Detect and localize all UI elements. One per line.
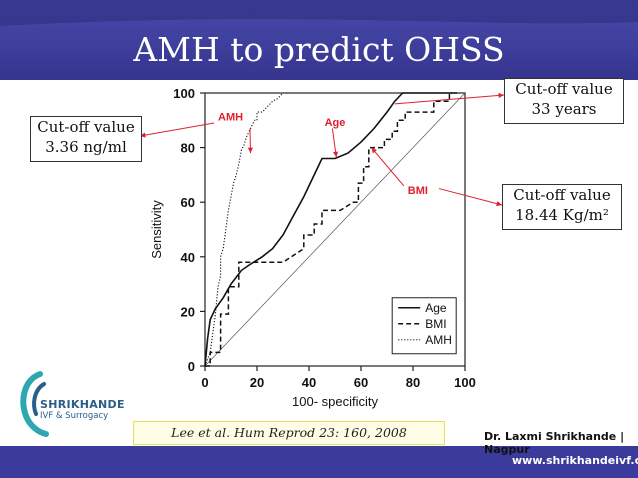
series-line-age bbox=[204, 92, 458, 367]
arrow-bmi-to-curve-head bbox=[371, 147, 377, 154]
y-axis-label: Sensitivity bbox=[149, 200, 164, 259]
slide-title: AMH to predict OHSS bbox=[133, 30, 505, 69]
y-tick-label: 40 bbox=[181, 250, 195, 265]
x-axis-label: 100- specificity bbox=[292, 394, 378, 409]
y-tick-label: 20 bbox=[181, 304, 195, 319]
header-banner bbox=[0, 0, 638, 80]
arrow-amh-to-curve-head bbox=[247, 147, 253, 154]
legend-label-amh: AMH bbox=[425, 333, 452, 347]
chart-layer: 0 20 40 60 80 100 0 20 40 60 80 100 100- specificity… bbox=[139, 86, 505, 409]
arrow-to-age-callout bbox=[394, 94, 505, 105]
x-tick-label: 20 bbox=[250, 375, 264, 390]
x-tick-label: 0 bbox=[201, 375, 208, 390]
callout-amh-line2: 3.36 ng/ml bbox=[45, 138, 127, 156]
x-tick-label: 80 bbox=[406, 375, 420, 390]
y-tick-label: 0 bbox=[188, 359, 195, 374]
y-tick-label: 60 bbox=[181, 195, 195, 210]
y-tick-label: 80 bbox=[181, 141, 195, 156]
x-tick-label: 60 bbox=[354, 375, 368, 390]
logo-name: SHRIKHANDE bbox=[40, 398, 125, 411]
annotation-bmi: BMI bbox=[408, 185, 428, 197]
arrow-bmi-to-curve bbox=[371, 147, 405, 187]
legend-label-age: Age bbox=[425, 301, 447, 315]
y-tick-label: 100 bbox=[173, 86, 195, 101]
callout-age-cutoff: Cut-off value 33 years bbox=[504, 78, 624, 124]
callout-bmi-line2: 18.44 Kg/m² bbox=[515, 206, 609, 224]
series-line-bmi bbox=[205, 92, 452, 367]
arrow-to-amh-callout bbox=[139, 122, 215, 137]
citation: Lee et al. Hum Reprod 23: 160, 2008 bbox=[133, 421, 445, 445]
logo-icon bbox=[20, 371, 49, 437]
footer-bar bbox=[0, 446, 638, 478]
annotation-amh: AMH bbox=[218, 111, 243, 123]
callout-amh-line1: Cut-off value bbox=[37, 118, 135, 136]
reference-diagonal bbox=[204, 92, 466, 367]
callout-amh-cutoff: Cut-off value 3.36 ng/ml bbox=[30, 116, 142, 162]
arrow-to-bmi-callout bbox=[438, 188, 503, 206]
callout-bmi-cutoff: Cut-off value 18.44 Kg/m² bbox=[502, 184, 622, 230]
arrow-age-to-curve-head bbox=[332, 151, 339, 158]
annotation-age: Age bbox=[325, 117, 346, 129]
arrow-to-bmi-callout-head bbox=[496, 201, 502, 207]
callout-bmi-line1: Cut-off value bbox=[513, 186, 611, 204]
website-url: www.shrikhandeivf.com bbox=[512, 454, 638, 467]
author-credit: Dr. Laxmi Shrikhande | Nagpur bbox=[484, 430, 625, 456]
logo-subtitle: IVF & Surrogacy bbox=[40, 411, 109, 421]
callout-age-line2: 33 years bbox=[531, 100, 597, 118]
legend-label-bmi: BMI bbox=[425, 317, 446, 331]
x-tick-label: 100 bbox=[454, 375, 476, 390]
callout-age-line1: Cut-off value bbox=[515, 80, 613, 98]
x-tick-label: 40 bbox=[302, 375, 316, 390]
arrow-to-age-callout-head bbox=[498, 92, 504, 99]
